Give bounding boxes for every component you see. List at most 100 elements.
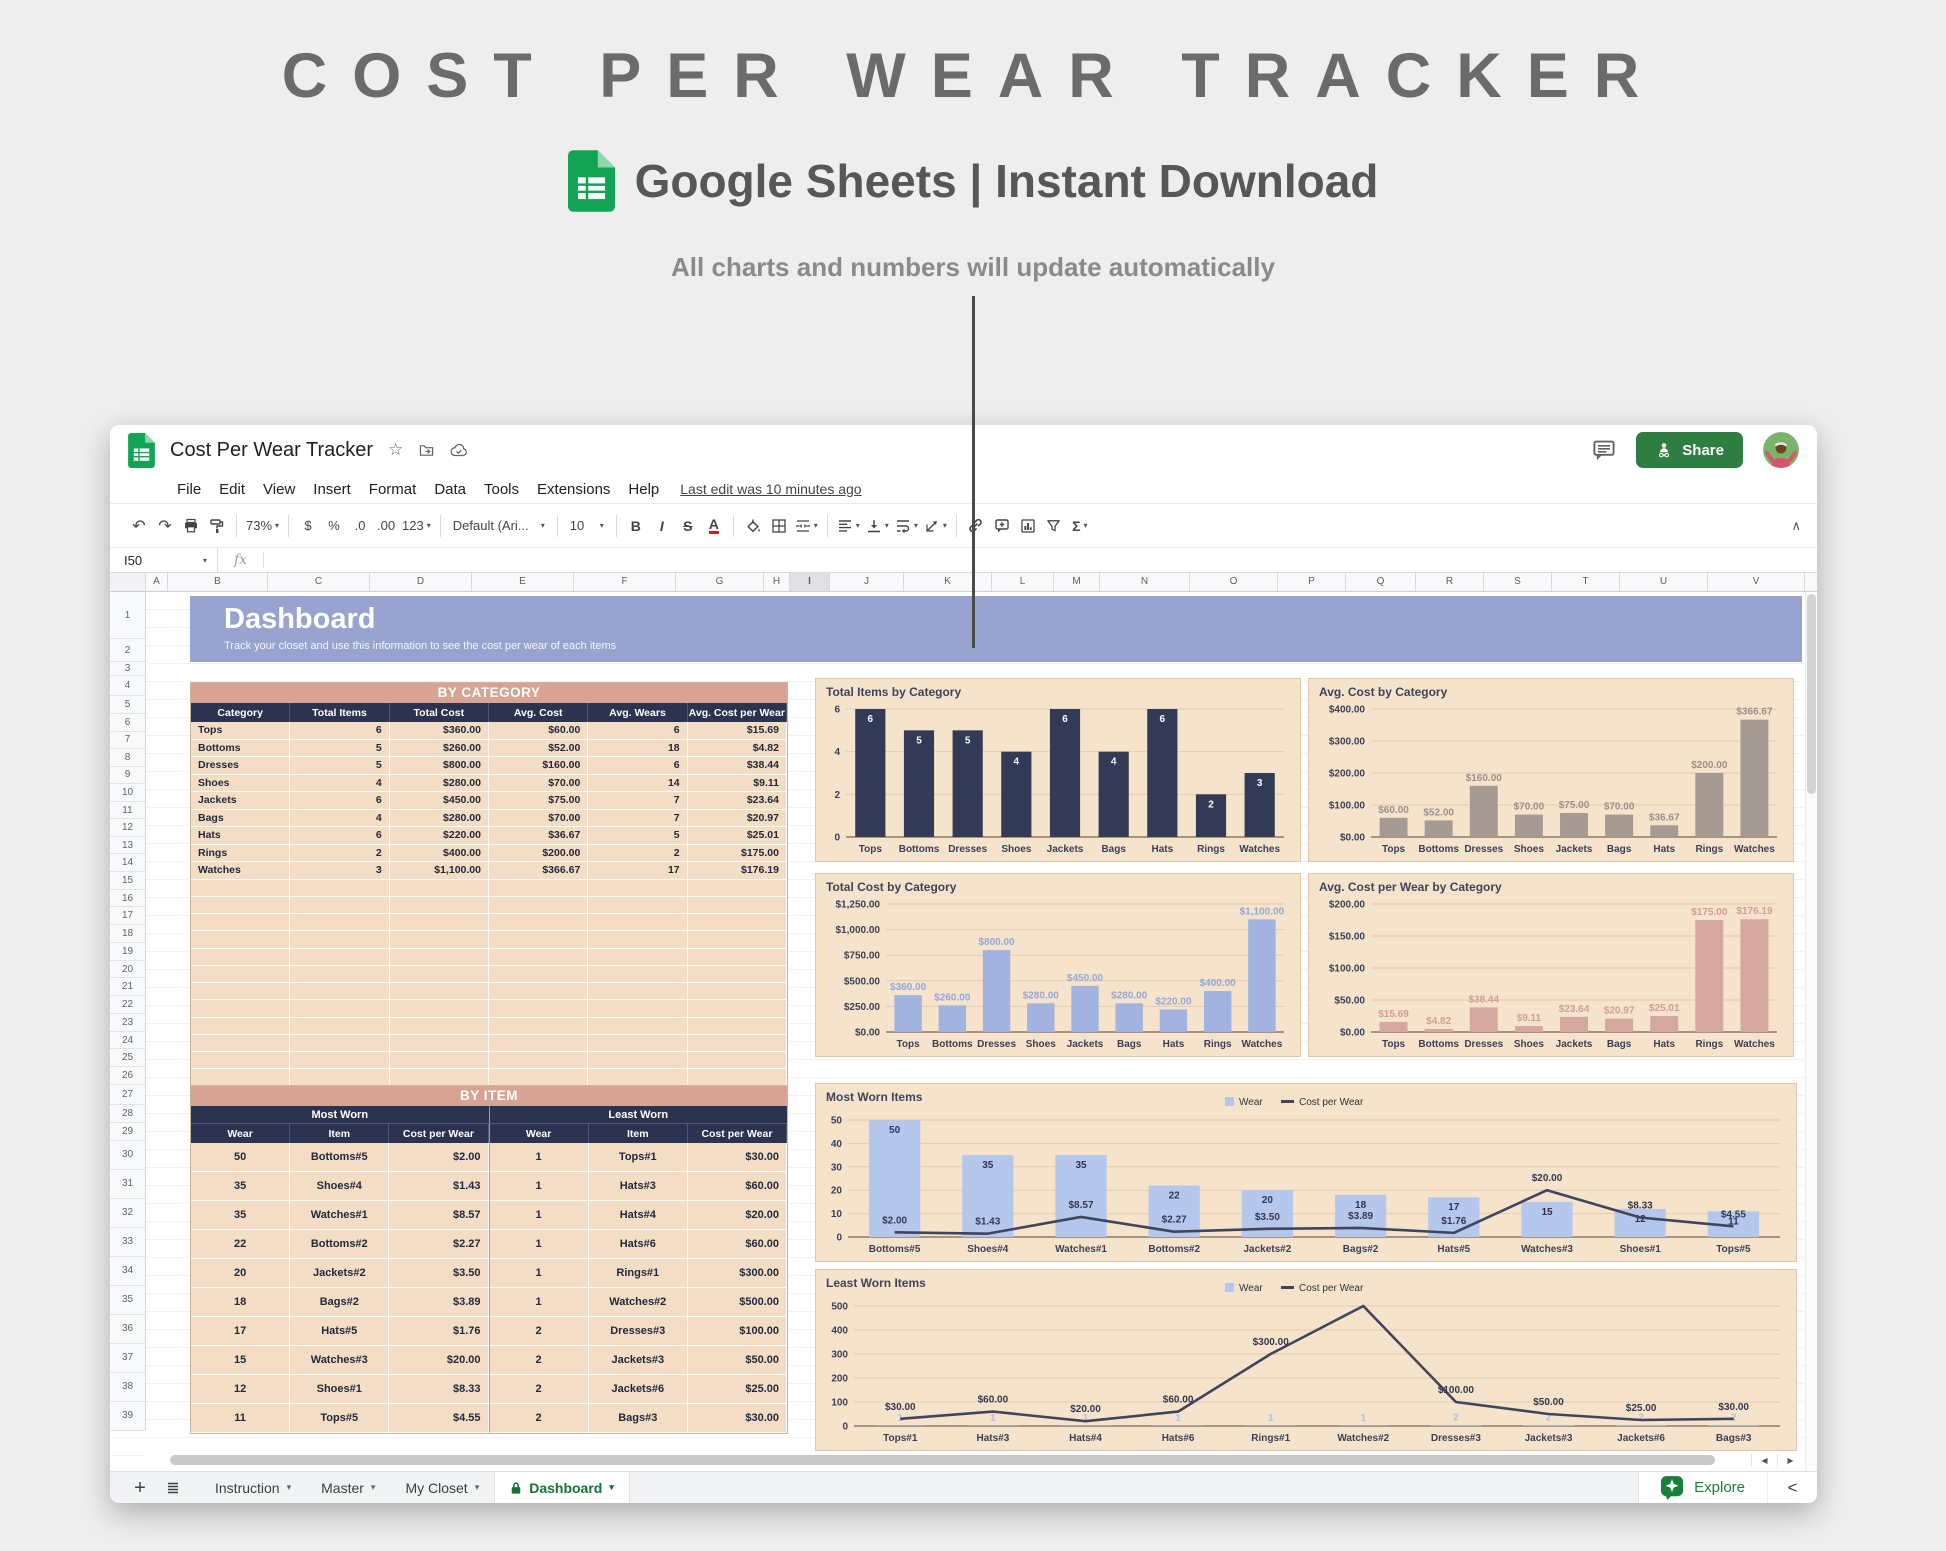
row-header-8[interactable]: 8 bbox=[110, 749, 146, 767]
menu-data[interactable]: Data bbox=[434, 480, 466, 498]
table-cell[interactable] bbox=[191, 1000, 291, 1018]
table-cell[interactable] bbox=[687, 879, 787, 897]
table-cell[interactable]: Hats#4 bbox=[588, 1201, 688, 1230]
share-button[interactable]: Share bbox=[1636, 432, 1743, 468]
row-header-12[interactable]: 12 bbox=[110, 819, 146, 837]
table-cell[interactable]: $1.76 bbox=[389, 1317, 489, 1346]
table-cell[interactable] bbox=[290, 965, 390, 983]
table-cell[interactable] bbox=[191, 1052, 291, 1070]
table-cell[interactable]: Hats bbox=[191, 827, 291, 845]
row-header-38[interactable]: 38 bbox=[110, 1372, 146, 1402]
horizontal-align-icon[interactable]: ▾ bbox=[834, 512, 863, 540]
bold-button[interactable]: B bbox=[630, 517, 641, 534]
table-cell[interactable]: 1 bbox=[488, 1288, 589, 1317]
table-cell[interactable] bbox=[389, 879, 489, 897]
table-cell[interactable]: $70.00 bbox=[488, 774, 589, 792]
insert-link-icon[interactable] bbox=[963, 512, 989, 540]
insert-comment-icon[interactable] bbox=[989, 512, 1015, 540]
table-cell[interactable] bbox=[290, 948, 390, 966]
table-cell[interactable]: Dresses bbox=[191, 757, 291, 775]
table-cell[interactable]: $175.00 bbox=[687, 844, 787, 862]
table-cell[interactable] bbox=[588, 1052, 688, 1070]
table-cell[interactable] bbox=[389, 948, 489, 966]
table-cell[interactable] bbox=[191, 983, 291, 1001]
table-cell[interactable] bbox=[588, 1000, 688, 1018]
table-cell[interactable] bbox=[588, 1017, 688, 1035]
row-header-3[interactable]: 3 bbox=[110, 662, 146, 676]
row-header-23[interactable]: 23 bbox=[110, 1013, 146, 1032]
table-cell[interactable]: $160.00 bbox=[488, 757, 589, 775]
column-header-R[interactable]: R bbox=[1416, 573, 1484, 591]
table-cell[interactable]: Hats#5 bbox=[290, 1317, 390, 1346]
table-cell[interactable]: $200.00 bbox=[488, 844, 589, 862]
row-header-1[interactable]: 1 bbox=[110, 592, 146, 639]
table-cell[interactable] bbox=[389, 1069, 489, 1087]
all-sheets-icon[interactable] bbox=[156, 1480, 190, 1496]
table-cell[interactable] bbox=[488, 879, 589, 897]
tab-menu-icon[interactable]: ▾ bbox=[370, 1482, 376, 1492]
table-cell[interactable]: Bags#2 bbox=[290, 1288, 390, 1317]
column-header-N[interactable]: N bbox=[1100, 573, 1190, 591]
table-cell[interactable] bbox=[290, 914, 390, 932]
row-header-39[interactable]: 39 bbox=[110, 1401, 146, 1431]
table-cell[interactable]: $366.67 bbox=[488, 862, 589, 880]
strikethrough-button[interactable]: S bbox=[683, 517, 693, 534]
column-header-O[interactable]: O bbox=[1190, 573, 1278, 591]
row-header-36[interactable]: 36 bbox=[110, 1314, 146, 1344]
column-header-H[interactable]: H bbox=[764, 573, 790, 591]
format-percent-button[interactable]: % bbox=[328, 518, 340, 533]
table-cell[interactable]: $300.00 bbox=[687, 1259, 788, 1288]
table-cell[interactable]: $50.00 bbox=[687, 1346, 788, 1375]
by-item-table[interactable]: BY ITEM Most Worn Least Worn Wear Item Cos… bbox=[190, 1085, 788, 1434]
row-header-6[interactable]: 6 bbox=[110, 714, 146, 732]
table-cell[interactable] bbox=[389, 1017, 489, 1035]
table-cell[interactable]: 2 bbox=[488, 1317, 589, 1346]
row-header-20[interactable]: 20 bbox=[110, 960, 146, 979]
table-cell[interactable]: Jackets#6 bbox=[588, 1375, 688, 1404]
table-cell[interactable]: $8.33 bbox=[389, 1375, 489, 1404]
table-cell[interactable]: Watches#3 bbox=[290, 1346, 390, 1375]
table-cell[interactable] bbox=[588, 879, 688, 897]
tab-menu-icon[interactable]: ▾ bbox=[286, 1482, 292, 1492]
table-cell[interactable] bbox=[389, 1052, 489, 1070]
row-header-17[interactable]: 17 bbox=[110, 907, 146, 926]
text-wrap-icon[interactable]: ▾ bbox=[892, 512, 921, 540]
table-cell[interactable] bbox=[488, 1052, 589, 1070]
vertical-align-icon[interactable]: ▾ bbox=[863, 512, 892, 540]
table-cell[interactable] bbox=[389, 965, 489, 983]
table-cell[interactable]: $70.00 bbox=[488, 809, 589, 827]
table-cell[interactable]: 6 bbox=[290, 722, 390, 740]
row-header-35[interactable]: 35 bbox=[110, 1285, 146, 1315]
table-cell[interactable] bbox=[588, 896, 688, 914]
table-cell[interactable]: $2.27 bbox=[389, 1230, 489, 1259]
dashboard-banner[interactable]: Dashboard Track your closet and use this… bbox=[190, 596, 1802, 662]
table-cell[interactable]: 6 bbox=[588, 757, 688, 775]
table-cell[interactable]: 1 bbox=[488, 1230, 589, 1259]
horizontal-scrollbar-thumb[interactable] bbox=[170, 1455, 1715, 1465]
row-header-5[interactable]: 5 bbox=[110, 696, 146, 714]
table-cell[interactable] bbox=[687, 1034, 787, 1052]
table-cell[interactable]: $220.00 bbox=[389, 827, 489, 845]
table-cell[interactable] bbox=[488, 931, 589, 949]
table-cell[interactable]: 22 bbox=[191, 1230, 291, 1259]
row-header-16[interactable]: 16 bbox=[110, 889, 146, 908]
row-header-24[interactable]: 24 bbox=[110, 1031, 146, 1050]
table-cell[interactable]: 6 bbox=[290, 792, 390, 810]
table-cell[interactable] bbox=[588, 965, 688, 983]
chart-total-items-by-category[interactable]: Total Items by Category 0 2 4 6 Tops Bottoms Dr… bbox=[815, 678, 1301, 862]
menu-extensions[interactable]: Extensions bbox=[537, 480, 611, 498]
column-header-Q[interactable]: Q bbox=[1346, 573, 1416, 591]
table-cell[interactable]: Bags bbox=[191, 809, 291, 827]
table-cell[interactable]: 20 bbox=[191, 1259, 291, 1288]
row-header-15[interactable]: 15 bbox=[110, 871, 146, 890]
table-cell[interactable] bbox=[687, 948, 787, 966]
table-cell[interactable] bbox=[687, 965, 787, 983]
table-cell[interactable] bbox=[588, 948, 688, 966]
menu-tools[interactable]: Tools bbox=[484, 480, 520, 498]
table-cell[interactable]: Hats#3 bbox=[588, 1172, 688, 1201]
table-cell[interactable]: $2.00 bbox=[389, 1143, 489, 1172]
table-cell[interactable] bbox=[290, 879, 390, 897]
row-header-31[interactable]: 31 bbox=[110, 1169, 146, 1199]
table-cell[interactable] bbox=[389, 931, 489, 949]
chart-avg-cost-by-category[interactable]: Avg. Cost by Category $0.00 $100.00 $200.00… bbox=[1308, 678, 1794, 862]
